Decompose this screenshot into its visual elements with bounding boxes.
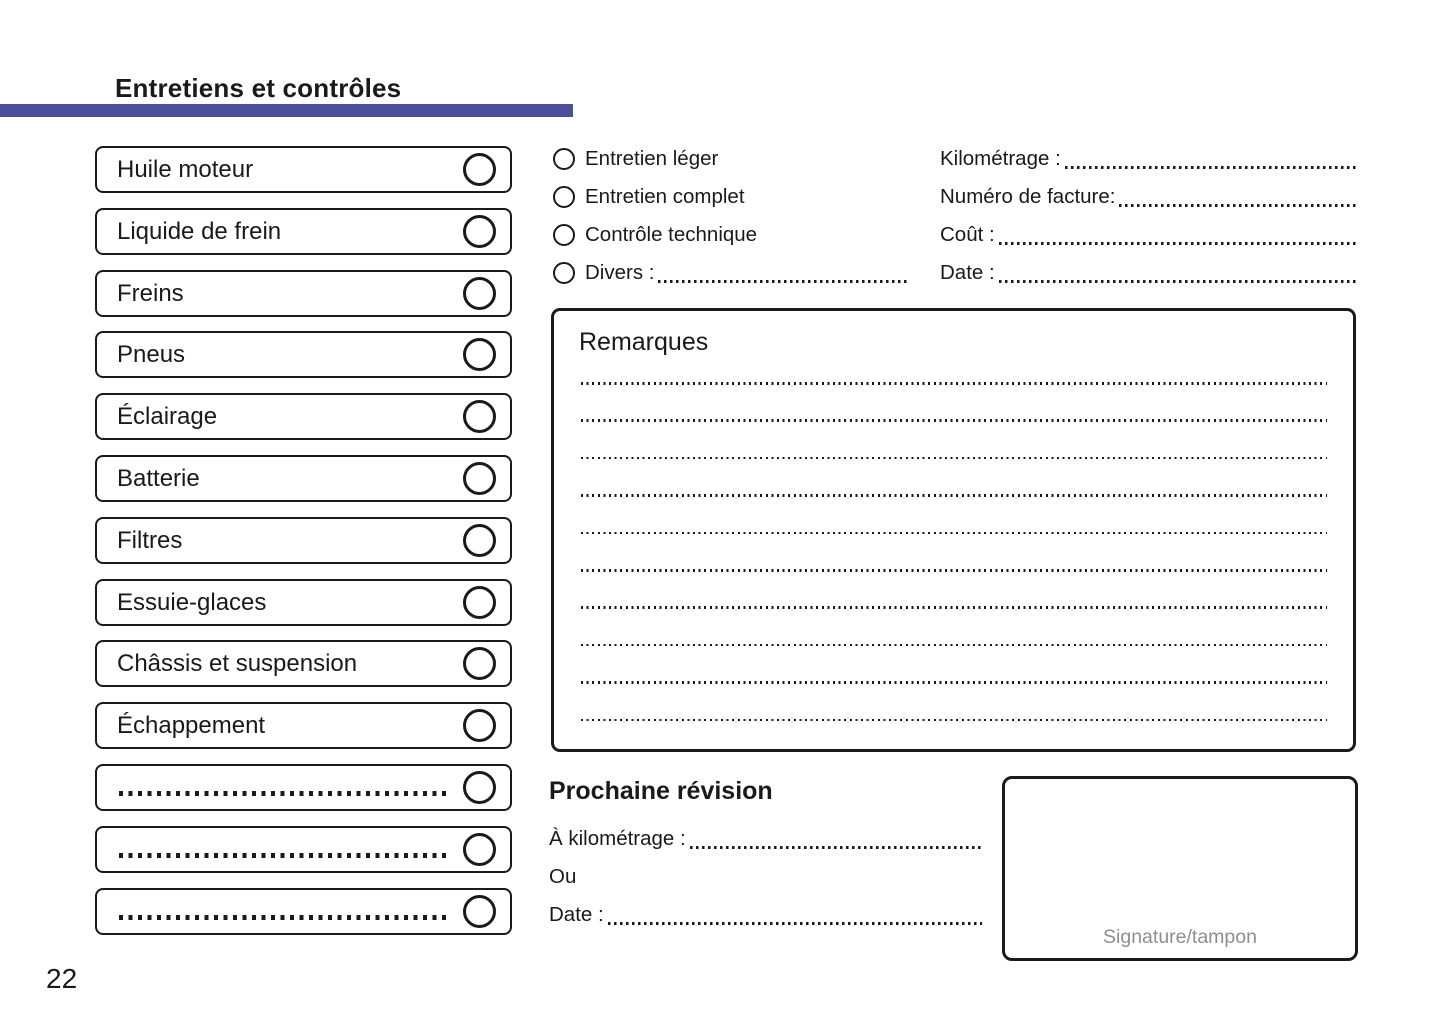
remark-writing-line <box>581 456 1327 460</box>
dotted-fill-line <box>998 280 1356 283</box>
checklist-item-label: Essuie-glaces <box>117 588 267 616</box>
check-circle <box>463 400 496 434</box>
remark-writing-line <box>581 681 1327 684</box>
dotted-blank-line <box>119 914 447 920</box>
checklist-item-label: Huile moteur <box>117 156 254 183</box>
dotted-blank-line <box>119 852 447 858</box>
radio-circle <box>553 224 575 246</box>
service-type-option: Contrôle technique <box>553 216 908 254</box>
next-service-or-row: Ou <box>549 858 982 896</box>
signature-box: Signature/tampon <box>1002 776 1358 961</box>
record-field-label: Coût : <box>940 223 995 246</box>
record-field-label: Kilométrage : <box>940 147 1061 170</box>
record-field: Coût : <box>940 216 1356 254</box>
checklist-item: Batterie <box>95 454 512 502</box>
record-field: Date : <box>940 254 1356 292</box>
check-circle <box>463 832 496 866</box>
radio-circle <box>553 148 575 170</box>
service-type-label: Contrôle technique <box>585 223 758 246</box>
radio-circle <box>553 186 575 208</box>
checklist-item-label: Pneus <box>117 341 186 369</box>
checklist-item-label: Batterie <box>117 464 200 492</box>
dotted-fill-line <box>1119 204 1356 207</box>
checklist-item: Liquide de frein <box>95 207 512 255</box>
check-circle <box>463 276 496 310</box>
remark-writing-line <box>581 494 1327 497</box>
checklist-item-blank <box>95 825 512 873</box>
checklist-item-blank <box>95 887 512 935</box>
next-service-mileage-row: À kilométrage : <box>549 820 982 858</box>
record-fields: Kilométrage : Numéro de facture: Coût : … <box>940 140 1356 292</box>
remark-writing-line <box>581 568 1327 572</box>
signature-label: Signature/tampon <box>1103 926 1257 948</box>
check-circle <box>463 214 496 248</box>
check-circle <box>463 647 496 681</box>
next-service-mileage-label: À kilométrage : <box>549 827 686 850</box>
next-service-date-row: Date : <box>549 896 982 934</box>
page-title: Entretiens et contrôles <box>115 73 402 103</box>
dotted-fill-line <box>1064 166 1356 169</box>
record-field-label: Date : <box>940 261 995 284</box>
service-type-options: Entretien léger Entretien complet Contrô… <box>553 140 908 292</box>
remark-writing-line <box>581 718 1327 722</box>
page-number: 22 <box>46 963 78 994</box>
check-circle <box>463 523 496 557</box>
dotted-fill-line <box>998 242 1356 245</box>
record-field: Numéro de facture: <box>940 178 1356 216</box>
service-type-option: Divers : <box>553 254 908 292</box>
check-circle <box>463 709 496 743</box>
next-service-title: Prochaine révision <box>549 777 773 805</box>
remarks-title: Remarques <box>579 328 709 356</box>
checklist-item: Freins <box>95 269 512 317</box>
next-service-date-label: Date : <box>549 903 604 926</box>
check-circle <box>463 770 496 804</box>
checklist-item-label: Éclairage <box>117 403 218 431</box>
checklist-item: Pneus <box>95 331 512 379</box>
service-type-option: Entretien léger <box>553 140 908 178</box>
checklist-item: Éclairage <box>95 393 512 441</box>
radio-circle <box>553 262 575 284</box>
checklist-item-blank <box>95 763 512 811</box>
checklist-item: Châssis et suspension <box>95 640 512 688</box>
check-circle <box>463 461 496 495</box>
next-service-section: Prochaine révision À kilométrage : Ou Da… <box>549 776 982 934</box>
check-circle <box>463 153 496 186</box>
checklist-item-label: Châssis et suspension <box>117 650 358 678</box>
title-accent-bar <box>0 104 573 117</box>
next-service-rows: À kilométrage : Ou Date : <box>549 820 982 934</box>
check-circle <box>463 894 496 928</box>
checklist-item-label: Échappement <box>117 712 266 740</box>
checklist-item: Échappement <box>95 702 512 750</box>
checklist-item: Filtres <box>95 516 512 564</box>
dotted-fill-line <box>607 922 982 925</box>
service-type-label: Divers : <box>585 261 655 284</box>
next-service-or-label: Ou <box>549 865 577 888</box>
service-type-label: Entretien léger <box>585 147 719 170</box>
remark-writing-line <box>581 531 1327 535</box>
remark-writing-line <box>581 606 1327 609</box>
checklist-item-label: Liquide de frein <box>117 217 282 245</box>
dotted-fill-line <box>658 280 908 283</box>
remarks-box: Remarques <box>551 308 1356 752</box>
checklist-item: Essuie-glaces <box>95 578 512 626</box>
remark-writing-line <box>581 643 1327 647</box>
remark-writing-line <box>581 382 1327 385</box>
check-circle <box>463 585 496 619</box>
service-type-option: Entretien complet <box>553 178 908 216</box>
checklist: Huile moteur Liquide de frein Freins Pne… <box>95 146 512 935</box>
dotted-blank-line <box>119 790 447 796</box>
record-field-label: Numéro de facture: <box>940 185 1116 208</box>
checklist-item-label: Filtres <box>117 526 183 554</box>
checklist-item: Huile moteur <box>95 146 512 193</box>
dotted-fill-line <box>689 846 982 849</box>
record-field: Kilométrage : <box>940 140 1356 178</box>
service-type-label: Entretien complet <box>585 185 745 208</box>
remarks-lines <box>581 382 1327 722</box>
remark-writing-line <box>581 419 1327 422</box>
checklist-item-label: Freins <box>117 279 184 307</box>
check-circle <box>463 338 496 372</box>
